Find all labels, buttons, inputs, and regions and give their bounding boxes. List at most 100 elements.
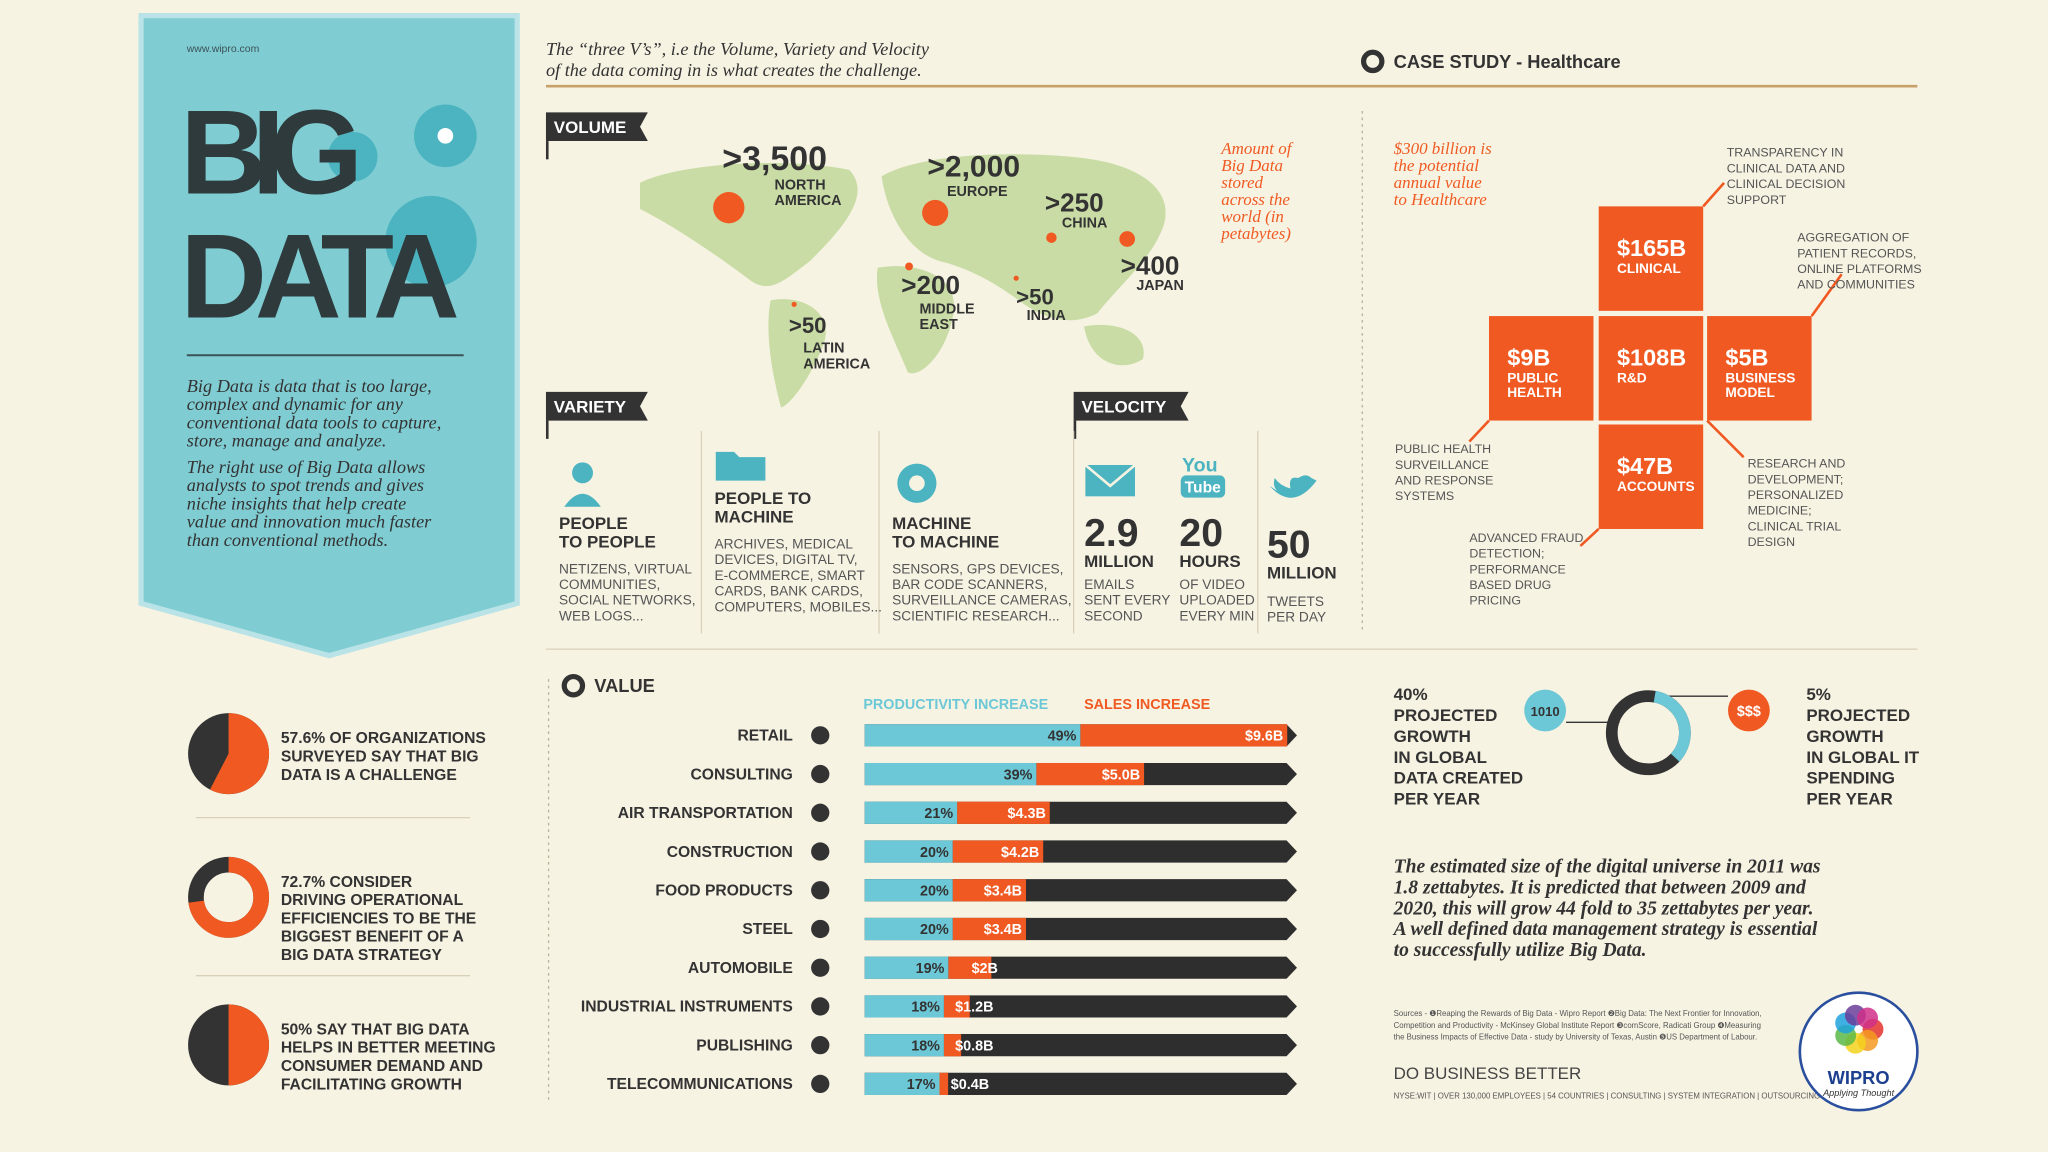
region-value: >50 — [789, 313, 827, 338]
icon — [909, 475, 925, 492]
case-annotation: CLINICAL DECISION — [1727, 177, 1846, 191]
icon — [715, 451, 766, 481]
productivity-label: 49% — [1048, 729, 1077, 745]
summary: to successfully utilize Big Data. — [1394, 940, 1647, 961]
block-value: $5B — [1725, 345, 1768, 371]
case-annotation: AND RESPONSE — [1395, 474, 1493, 488]
section-tag-label: VARIETY — [554, 398, 627, 417]
volume-dot — [922, 199, 949, 226]
volume-dot — [1013, 275, 1019, 281]
region-name: INDIA — [1027, 308, 1066, 324]
sales-bar — [1036, 762, 1145, 786]
intro-paragraph: store, manage and analyze. — [187, 431, 387, 451]
case-note: $300 billion is — [1394, 139, 1492, 158]
case-annotation: AND COMMUNITIES — [1797, 278, 1915, 292]
sales-label: $9.6B — [1245, 729, 1283, 745]
velocity-desc: EVERY MIN — [1179, 608, 1254, 623]
decor-circle — [385, 195, 477, 288]
region-name: NORTH — [775, 177, 826, 193]
productivity-label: 20% — [920, 883, 949, 899]
url: www.wipro.com — [186, 44, 260, 55]
variety-title: PEOPLE — [559, 514, 628, 533]
case-annotation: CLINICAL DATA AND — [1727, 161, 1845, 175]
stat-text: FACILITATING GROWTH — [281, 1076, 462, 1093]
block-value: $9B — [1507, 345, 1550, 371]
volume-note: world (in — [1221, 207, 1284, 226]
case-annotation: PERSONALIZED — [1748, 488, 1844, 502]
velocity-desc: SENT EVERY — [1084, 593, 1170, 608]
growth-text: PROJECTED — [1806, 706, 1910, 725]
block-label: BUSINESS — [1725, 371, 1795, 386]
decor-circle — [327, 131, 378, 182]
intro-paragraph: analysts to spot trends and gives — [187, 475, 424, 495]
velocity-desc: OF VIDEO — [1179, 577, 1244, 592]
block-label: PUBLIC — [1507, 371, 1558, 386]
volume-dot — [791, 301, 797, 307]
map-shape — [881, 154, 1166, 321]
region-name: LATIN — [803, 341, 844, 357]
section-tag — [1073, 391, 1189, 421]
case-study-title: CASE STUDY - Healthcare — [1394, 51, 1621, 72]
map-shape — [1084, 324, 1144, 366]
bar-track — [864, 1034, 1297, 1057]
growth-text: GROWTH — [1806, 727, 1883, 746]
sources: the Business Impacts of Effective Data -… — [1394, 1033, 1758, 1042]
productivity-bar — [864, 724, 1081, 747]
variety-title: PEOPLE TO — [714, 489, 811, 508]
growth-text: PROJECTED — [1394, 706, 1498, 725]
intro-paragraph: value and innovation much faster — [187, 512, 432, 532]
variety-desc: SOCIAL NETWORKS, — [559, 593, 696, 608]
section-tag — [545, 391, 648, 421]
summary: A well defined data management strategy … — [1392, 919, 1818, 940]
stat-text: DATA IS A CHALLENGE — [281, 767, 457, 784]
sources: Competition and Productivity - McKinsey … — [1394, 1021, 1761, 1030]
badge-label: $$$ — [1737, 704, 1761, 720]
sales-label: $4.3B — [1008, 806, 1046, 822]
icon — [1180, 475, 1226, 498]
case-annotation: RESEARCH AND — [1748, 457, 1846, 471]
volume-note: Amount of — [1220, 139, 1294, 158]
case-annotation: CLINICAL TRIAL — [1748, 519, 1842, 533]
variety-desc: CARDS, BANK CARDS, — [714, 584, 862, 599]
growth-text: PER YEAR — [1806, 790, 1892, 809]
left-banner — [138, 13, 520, 659]
case-annotation: ONLINE PLATFORMS — [1797, 262, 1921, 276]
productivity-label: 39% — [1004, 767, 1033, 783]
variety-title: MACHINE — [892, 514, 971, 533]
bar-track — [864, 995, 1297, 1018]
volume-note: Big Data — [1221, 156, 1283, 175]
growth-text: IN GLOBAL IT — [1806, 748, 1919, 767]
category-icon — [811, 958, 830, 977]
case-annotation: MEDICINE; — [1748, 504, 1812, 518]
case-annotation: TRANSPARENCY IN — [1727, 146, 1844, 160]
region-value: >3,500 — [722, 140, 827, 178]
case-annotation: PRICING — [1469, 594, 1521, 608]
decor-circle — [437, 128, 454, 144]
big-title: DATA — [180, 209, 460, 343]
velocity-number: 20 — [1179, 512, 1223, 555]
block-label: MODEL — [1725, 385, 1774, 400]
variety-title: MACHINE — [714, 507, 793, 526]
sales-label: $5.0B — [1102, 767, 1140, 783]
badge — [1728, 689, 1770, 732]
icon — [1084, 463, 1136, 488]
growth-text: DATA CREATED — [1394, 769, 1523, 788]
productivity-label: 18% — [911, 1038, 940, 1054]
category-label: AUTOMOBILE — [688, 960, 793, 977]
youtube-icon: Tube — [1185, 479, 1222, 496]
region-value: >50 — [1016, 284, 1054, 309]
velocity-desc: PER DAY — [1267, 610, 1326, 625]
sales-bar — [1080, 724, 1288, 747]
stat-text: 72.7% CONSIDER — [281, 874, 412, 891]
volume-note: petabytes) — [1220, 224, 1291, 243]
growth-text: GROWTH — [1394, 727, 1471, 746]
sales-bar — [952, 917, 1026, 941]
block-label: CLINICAL — [1617, 261, 1681, 276]
map-shape — [876, 266, 955, 374]
velocity-desc: SECOND — [1084, 608, 1143, 623]
variety-title: TO MACHINE — [892, 532, 999, 551]
case-note: to Healthcare — [1394, 190, 1488, 209]
volume-dot — [1046, 232, 1057, 243]
case-block — [1598, 424, 1704, 529]
pie-share — [228, 1004, 270, 1086]
